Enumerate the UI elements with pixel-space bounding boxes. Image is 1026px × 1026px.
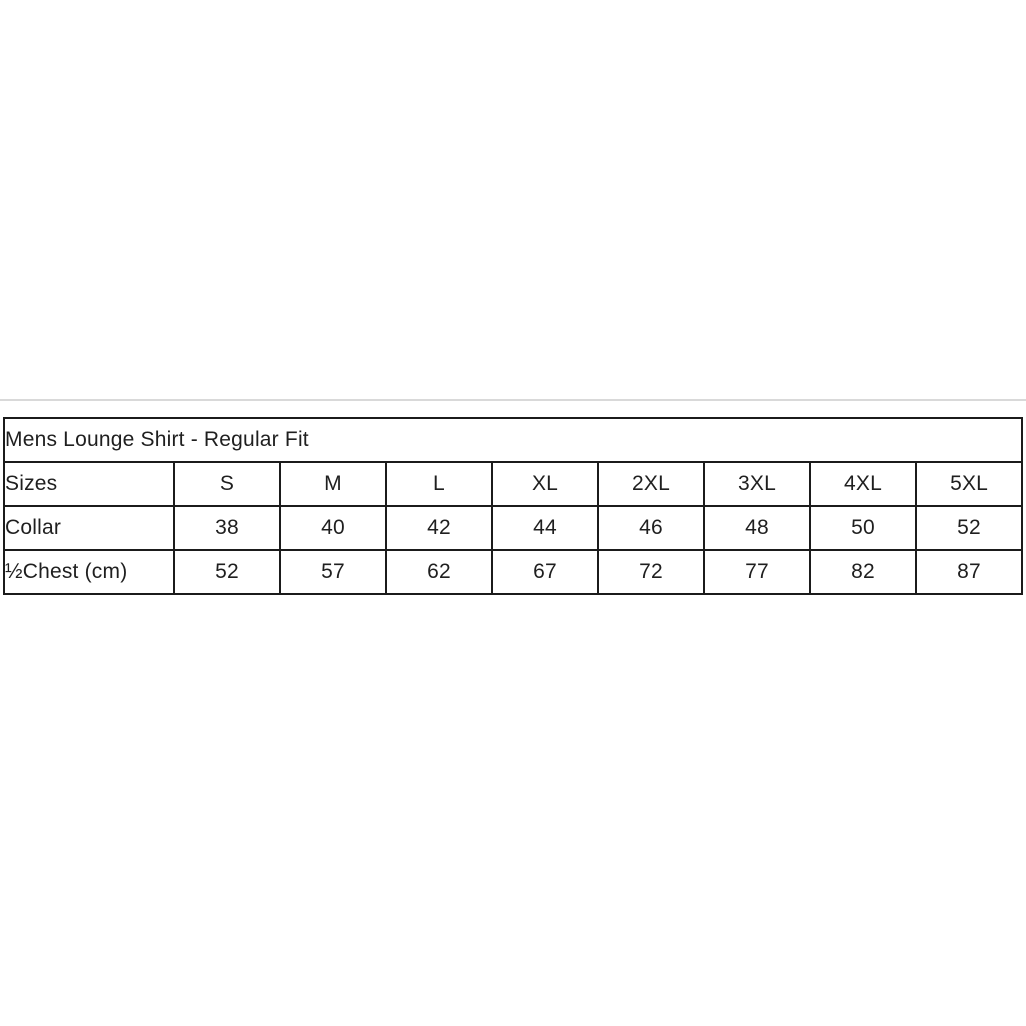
table-cell: 57 [279, 549, 387, 595]
table-cell: 44 [491, 505, 599, 551]
table-cell: 40 [279, 505, 387, 551]
table-cell: 48 [703, 505, 811, 551]
column-header-4xl: 4XL [809, 461, 917, 507]
table-cell: 62 [385, 549, 493, 595]
column-header-sizes: Sizes [3, 461, 175, 507]
table-cell: 46 [597, 505, 705, 551]
table-cell: 52 [914, 505, 1024, 551]
table-cell: 72 [597, 549, 705, 595]
row-label-half-chest: ½Chest (cm) [3, 549, 175, 595]
column-header-m: M [279, 461, 387, 507]
table-row-collar: Collar 38 40 42 44 46 48 50 52 [3, 505, 1024, 551]
table-title-row: Mens Lounge Shirt - Regular Fit [2, 417, 1024, 463]
table-row-half-chest: ½Chest (cm) 52 57 62 67 72 77 82 87 [3, 549, 1024, 595]
table-cell: 38 [173, 505, 281, 551]
table-cell: 87 [914, 549, 1024, 595]
column-header-xl: XL [491, 461, 599, 507]
column-header-5xl: 5XL [914, 461, 1024, 507]
table-cell: 67 [491, 549, 599, 595]
table-cell: 50 [809, 505, 917, 551]
column-header-l: L [385, 461, 493, 507]
table-cell: 42 [385, 505, 493, 551]
table-cell: 52 [173, 549, 281, 595]
table-cell: 77 [703, 549, 811, 595]
table-cell: 82 [809, 549, 917, 595]
size-chart-table: Mens Lounge Shirt - Regular Fit Sizes S … [2, 417, 1024, 595]
row-label-collar: Collar [3, 505, 175, 551]
table-title: Mens Lounge Shirt - Regular Fit [2, 417, 1024, 463]
column-header-s: S [173, 461, 281, 507]
faint-divider-line [0, 399, 1026, 401]
table-header-row: Sizes S M L XL 2XL 3XL 4XL 5XL [3, 461, 1024, 507]
column-header-3xl: 3XL [703, 461, 811, 507]
column-header-2xl: 2XL [597, 461, 705, 507]
